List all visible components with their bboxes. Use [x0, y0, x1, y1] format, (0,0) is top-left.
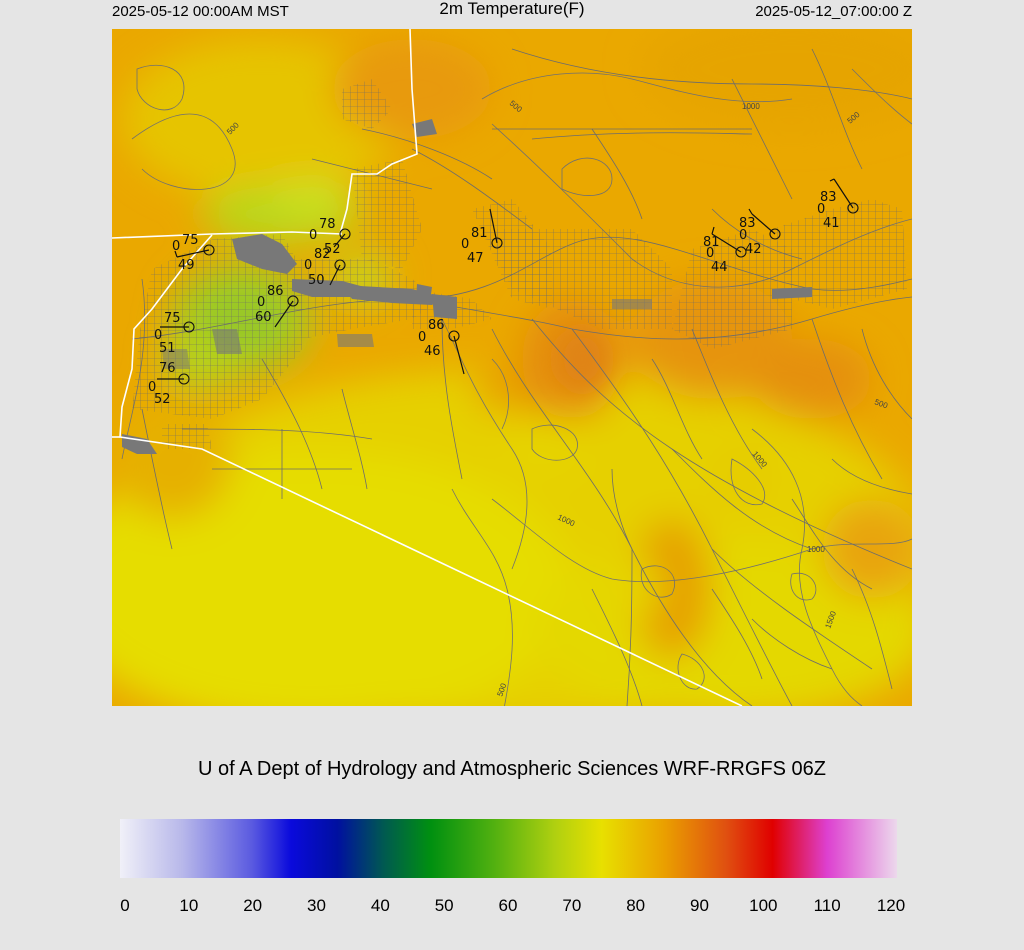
station-wind-speed: 0	[418, 330, 426, 345]
station-dewpoint: 60	[255, 310, 272, 325]
station-plot: 82 0 50	[304, 247, 346, 288]
station-wind-speed: 0	[309, 228, 317, 243]
station-temperature: 81	[471, 226, 488, 241]
station-plot: 86 0 60	[255, 284, 299, 325]
station-temperature: 81	[703, 235, 720, 250]
station-wind-speed: 0	[148, 380, 156, 395]
station-temperature: 83	[739, 216, 756, 231]
valid-time-utc: 2025-05-12_07:00:00 Z	[755, 3, 912, 20]
station-plot: 75 0 51	[154, 311, 195, 356]
station-temperature: 78	[319, 217, 336, 232]
station-temperature: 83	[820, 190, 837, 205]
station-dewpoint: 52	[154, 392, 171, 407]
station-plot: 86 0 46	[418, 318, 460, 359]
political-boundaries	[112, 29, 743, 706]
station-plot: 81 0 47	[461, 226, 503, 266]
station-wind-speed: 0	[154, 328, 162, 343]
station-plot: 81 0 44	[703, 235, 747, 275]
contour-label: 500	[873, 397, 889, 410]
station-wind-speed: 0	[304, 258, 312, 273]
contour-label: 1000	[742, 102, 760, 111]
colorbar-tick-label: 110	[814, 896, 841, 915]
station-wind-speed: 0	[172, 239, 180, 254]
model-credit: U of A Dept of Hydrology and Atmospheric…	[197, 758, 827, 780]
colorbar-tick-label: 60	[499, 896, 518, 915]
colorbar-tick-label: 30	[307, 896, 326, 915]
colorbar-tick-label: 40	[371, 896, 390, 915]
station-wind-speed: 0	[739, 228, 747, 243]
colorbar-ticks: 0 10 20 30 40 50 60 70 80 90 100 110 120	[120, 896, 905, 915]
station-temperature: 75	[182, 233, 199, 248]
contour-label: 500	[495, 682, 508, 698]
station-wind-speed: 0	[257, 295, 265, 310]
station-plot: 83 0 42	[739, 216, 781, 257]
station-dewpoint: 44	[711, 260, 728, 275]
station-plot: 83 0 41	[817, 190, 859, 231]
colorbar-gradient	[120, 819, 897, 878]
station-plot: 76 0 52	[148, 361, 190, 407]
station-dewpoint: 52	[324, 242, 341, 257]
valid-time-local: 2025-05-12 00:00AM MST	[112, 3, 289, 20]
colorbar-tick-label: 0	[120, 896, 129, 915]
station-temperature: 86	[267, 284, 284, 299]
colorbar-tick-label: 80	[626, 896, 645, 915]
urban-areas	[122, 119, 812, 454]
station-dewpoint: 51	[159, 341, 176, 356]
station-dewpoint: 46	[424, 344, 441, 359]
station-dewpoint: 47	[467, 251, 484, 266]
station-temperature: 76	[159, 361, 176, 376]
station-temperature: 75	[164, 311, 181, 326]
colorbar-tick-label: 50	[435, 896, 454, 915]
station-wind-speed: 0	[461, 237, 469, 252]
colorbar-tick-label: 90	[690, 896, 709, 915]
colorbar-tick-label: 100	[749, 896, 777, 915]
station-dewpoint: 49	[178, 258, 195, 273]
station-plot: 75 0 49	[172, 233, 215, 273]
station-dewpoint: 50	[308, 273, 325, 288]
colorbar-tick-label: 120	[877, 896, 905, 915]
station-wind-speed: 0	[817, 202, 825, 217]
station-wind-speed: 0	[706, 246, 714, 261]
temperature-colorbar: 0 10 20 30 40 50 60 70 80 90 100 110 120	[112, 815, 912, 930]
weather-stations: 75 0 49 78 0 52 82 0 50 86 0 60 75 0 51	[148, 190, 859, 407]
station-temperature: 82	[314, 247, 331, 262]
colorbar-tick-label: 10	[179, 896, 198, 915]
map-title: 2m Temperature(F)	[439, 0, 585, 18]
temperature-map: 500 1000 500 500 1000 1000 1000 1500 500…	[112, 29, 912, 706]
station-dewpoint: 42	[745, 242, 762, 257]
station-dewpoint: 41	[823, 216, 840, 231]
colorbar-tick-label: 20	[243, 896, 262, 915]
contour-label: 1000	[807, 545, 825, 554]
station-temperature: 86	[428, 318, 445, 333]
colorbar-tick-label: 70	[562, 896, 581, 915]
station-plot: 78 0 52	[309, 217, 351, 257]
